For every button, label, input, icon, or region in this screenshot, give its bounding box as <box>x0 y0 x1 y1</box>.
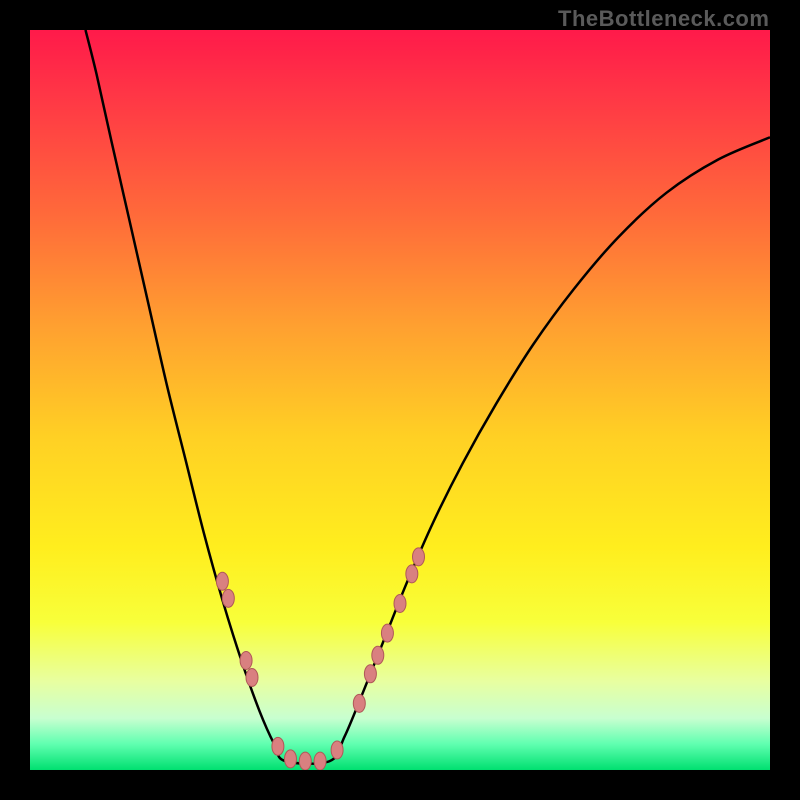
data-point <box>216 572 228 590</box>
data-point <box>222 589 234 607</box>
data-point <box>272 737 284 755</box>
data-point <box>394 595 406 613</box>
watermark-text: TheBottleneck.com <box>558 6 769 32</box>
data-point <box>381 624 393 642</box>
data-point <box>331 741 343 759</box>
data-point <box>406 565 418 583</box>
data-point <box>372 646 384 664</box>
chart-container <box>30 30 770 770</box>
data-point <box>246 669 258 687</box>
chart-background <box>30 30 770 770</box>
bottleneck-chart <box>30 30 770 770</box>
data-point <box>364 665 376 683</box>
data-point <box>240 651 252 669</box>
data-point <box>284 750 296 768</box>
data-point <box>353 694 365 712</box>
data-point <box>314 752 326 770</box>
data-point <box>413 548 425 566</box>
data-point <box>299 752 311 770</box>
